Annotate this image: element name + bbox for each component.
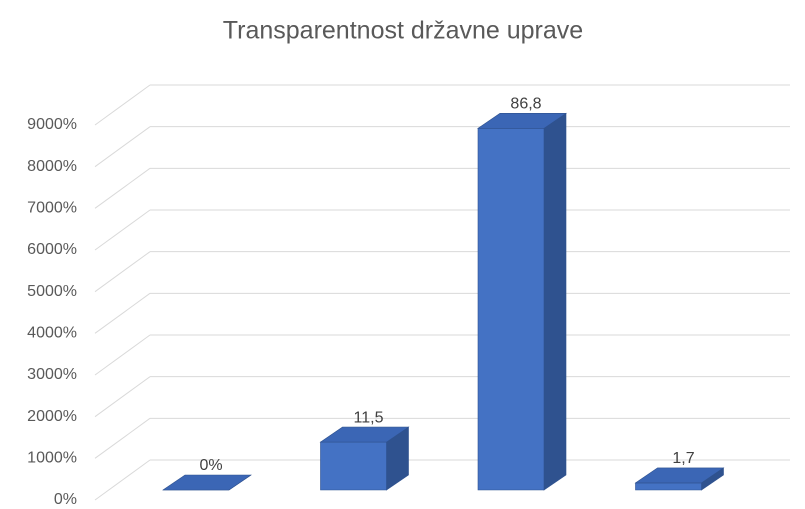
bar <box>319 426 410 491</box>
value-label: 1,7 <box>672 450 694 467</box>
y-tick-label: 3000% <box>27 366 77 383</box>
value-label: 0% <box>199 457 222 474</box>
bar-front <box>635 482 702 491</box>
bar <box>477 112 567 491</box>
bar-top <box>477 113 567 129</box>
bar-top <box>162 474 252 491</box>
grid-line <box>94 417 151 459</box>
grid-line <box>94 209 151 251</box>
grid-line <box>94 334 151 376</box>
y-tick-label: 0% <box>54 491 77 508</box>
chart-title: Transparentnost državne uprave <box>223 17 583 45</box>
grid-line <box>94 376 151 418</box>
value-label: 11,5 <box>354 409 384 426</box>
y-tick-label: 4000% <box>27 325 77 342</box>
grid-line <box>94 167 151 209</box>
grid-line <box>94 84 151 126</box>
grid-line <box>94 251 151 293</box>
grid-line <box>94 459 151 501</box>
grid-line <box>94 292 151 334</box>
bar <box>634 467 725 491</box>
y-tick-label: 8000% <box>27 158 77 175</box>
y-tick-label: 9000% <box>27 116 77 133</box>
y-tick-label: 1000% <box>27 450 77 467</box>
grid-line <box>94 126 151 168</box>
bar-top <box>634 467 725 484</box>
bar <box>162 474 252 491</box>
y-tick-label: 6000% <box>27 241 77 258</box>
y-tick-label: 5000% <box>27 283 77 300</box>
bar-top <box>319 426 410 443</box>
y-tick-label: 2000% <box>27 408 77 425</box>
value-label: 86,8 <box>510 96 541 113</box>
bar-front <box>320 441 387 491</box>
bar-front <box>477 128 545 491</box>
y-tick-label: 7000% <box>27 200 77 217</box>
bar-side <box>543 112 567 491</box>
